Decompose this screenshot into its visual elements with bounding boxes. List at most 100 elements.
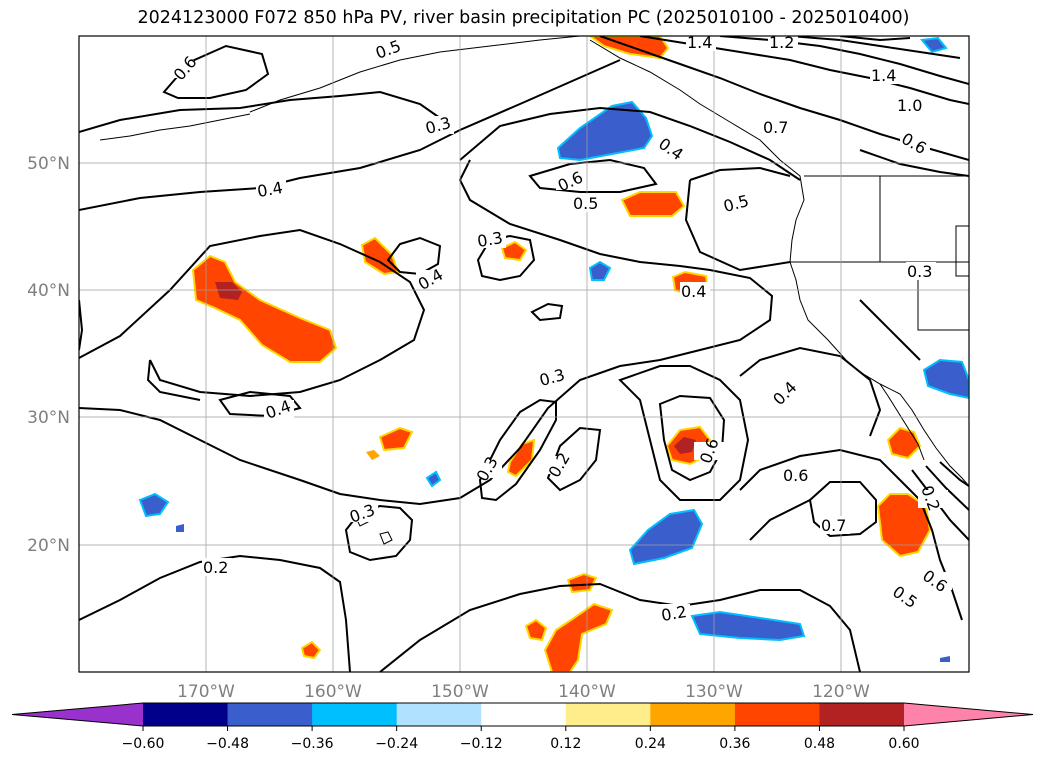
precip-patch (360, 236, 400, 276)
pv-contour (79, 159, 774, 506)
colorbar-extend-max (904, 703, 1033, 726)
pv-contour (79, 554, 351, 672)
pv-contour (939, 461, 969, 487)
lat-tick-label: 50°N (27, 154, 70, 174)
pv-contour (684, 179, 791, 272)
colorbar-tick-label: 0.12 (550, 736, 581, 752)
precip-patch-negative (922, 358, 969, 400)
colorbar-segment (650, 703, 736, 726)
precip-patch-negative (628, 508, 704, 566)
contour-label: 0.3 (476, 228, 504, 251)
coastline-alaska (249, 36, 581, 113)
lat-tick-label: 20°N (27, 536, 70, 556)
colorbar-segment (734, 703, 820, 726)
contour-label: 0.2 (660, 602, 688, 625)
precip-patch (886, 426, 922, 460)
pv-contour (546, 426, 602, 492)
precip-patch-strong (215, 282, 242, 300)
colorbar-tick-label: 0.60 (888, 736, 919, 752)
pv-contour (739, 346, 882, 437)
precip-patch-negative (425, 470, 442, 488)
lon-tick-label: 130°W (685, 682, 743, 702)
contour-label: 0.7 (763, 118, 788, 137)
coastline-aleutians (99, 113, 251, 141)
contour-label: 0.3 (907, 262, 932, 281)
contour-label: 0.2 (203, 558, 228, 577)
contour-label: 0.4 (681, 282, 706, 301)
lon-tick-label: 160°W (304, 682, 362, 702)
lat-tick-labels: 50°N 40°N 30°N 20°N (27, 154, 70, 556)
precip-patch-negative (690, 610, 806, 642)
contour-label: 1.0 (897, 96, 922, 115)
precip-patch (300, 640, 322, 660)
map-axes: 0.6 0.5 1.4 1.2 1.4 1.0 0.7 0.6 0.3 0.6 … (27, 33, 970, 702)
pv-contour (79, 228, 426, 398)
colorbar-segment (143, 703, 229, 726)
precip-patch (543, 602, 614, 672)
pv-contour (808, 481, 877, 538)
pv-contour (859, 299, 921, 361)
precip-patch (620, 191, 686, 217)
precip-patch (524, 618, 548, 642)
contour-label: 1.4 (871, 66, 896, 85)
colorbar-tick-label: 0.48 (804, 736, 835, 752)
colorbar-segment (819, 703, 905, 726)
precip-patch (500, 240, 528, 262)
lon-tick-label: 150°W (431, 682, 489, 702)
lon-tick-label: 140°W (558, 682, 616, 702)
colorbar-tick-label: −0.12 (460, 736, 503, 752)
precip-patch-negative (588, 260, 612, 281)
contour-label: 0.6 (783, 466, 808, 485)
colorbar-segment (396, 703, 482, 726)
pv-contour (79, 59, 621, 211)
contour-label: 1.2 (769, 33, 794, 52)
precip-patch-negative (940, 656, 950, 662)
precip-patch-negative (556, 100, 654, 162)
pv-contour (739, 448, 901, 491)
lat-tick-label: 30°N (27, 408, 70, 428)
pv-contour (789, 36, 961, 59)
colorbar-tick-label: −0.48 (206, 736, 249, 752)
lat-tick-label: 40°N (27, 281, 70, 301)
precip-patch (378, 426, 414, 452)
contour-label: 1.4 (687, 33, 712, 52)
pv-contour (839, 36, 911, 42)
precip-patch-negative (138, 492, 170, 518)
pv-contour (146, 359, 201, 401)
precip-patch-negative (176, 524, 184, 532)
gridlines (79, 36, 969, 672)
coastlines (99, 36, 969, 545)
pv-contour (386, 236, 442, 276)
colorbar: −0.60 −0.48 −0.36 −0.24 −0.12 0.12 0.24 0.36 0.4… (11, 702, 1034, 752)
pv-contour (379, 582, 861, 672)
pv-contour (925, 465, 969, 511)
colorbar-segment (565, 703, 651, 726)
precip-patch-negative (920, 36, 948, 54)
colorbar-extend-min (12, 703, 143, 726)
pv-contour (478, 398, 557, 502)
pv-contour (79, 90, 441, 133)
lon-tick-label: 170°W (177, 682, 235, 702)
lon-tick-label: 120°W (812, 682, 870, 702)
pv-contour (689, 166, 791, 181)
pv-contour (658, 394, 726, 482)
pv-contour (859, 149, 969, 177)
map-frame (78, 35, 970, 673)
lon-tick-labels: 170°W 160°W 150°W 140°W 130°W 120°W (177, 682, 870, 702)
colorbar-tick-label: −0.24 (375, 736, 418, 752)
pv-contour (79, 299, 84, 351)
pv-contour (618, 365, 750, 501)
border-states (790, 176, 969, 331)
pv-contour (218, 390, 302, 418)
precip-patch-strong (674, 437, 696, 454)
contour-label: 0.5 (573, 194, 598, 213)
colorbar-tick-label: −0.60 (122, 736, 165, 752)
coastline-baja (879, 383, 925, 461)
contour-label: 0.4 (256, 178, 284, 201)
precip-patch (366, 450, 380, 460)
colorbar-tick-label: 0.36 (719, 736, 750, 752)
contour-label: 0.7 (821, 516, 846, 535)
pv-contour (162, 44, 270, 99)
colorbar-tick-label: 0.24 (635, 736, 666, 752)
